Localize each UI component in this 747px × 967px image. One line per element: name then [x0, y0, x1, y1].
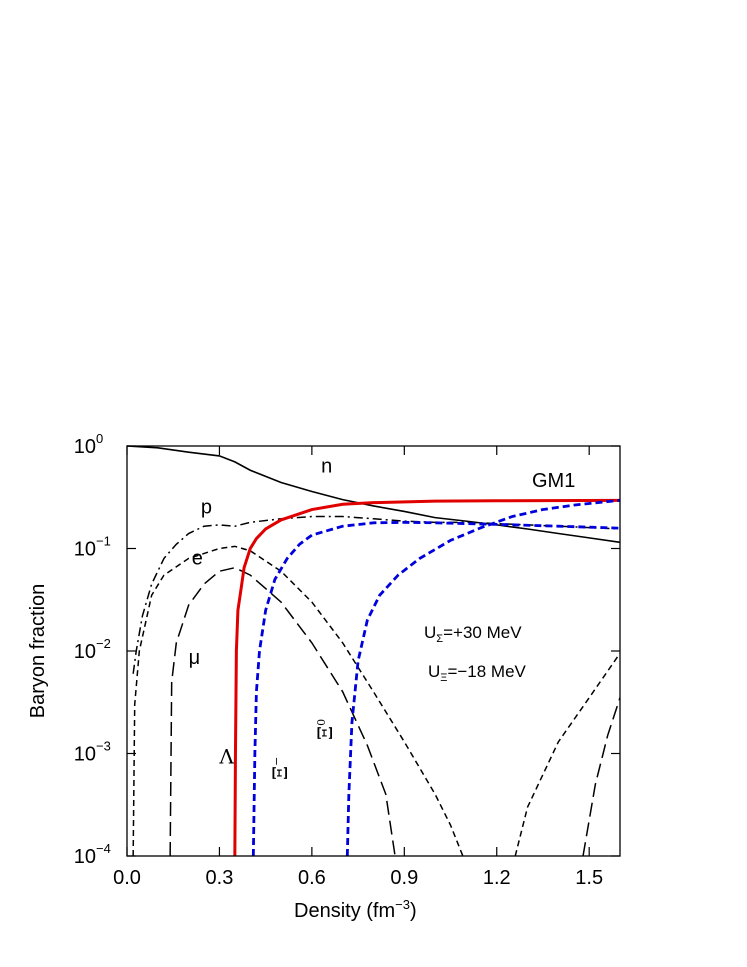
series-label-electron: e [192, 547, 203, 569]
annotation-u-xi-sub: Ξ [440, 672, 447, 684]
xi-minus-label: Ξ− [268, 757, 292, 780]
x-tick-label: 0.9 [390, 867, 418, 889]
y-tick-exponent: −3 [96, 739, 111, 754]
annotation-u-sigma-value: =+30 MeV [443, 623, 522, 642]
series-line-muon [169, 566, 396, 857]
annotation-u-sigma-sub: Σ [436, 633, 443, 645]
curve-layer [126, 445, 621, 857]
series-line-xi-minus [251, 520, 621, 857]
y-tick-label: 10 [74, 436, 96, 458]
annotation-u-sigma: UΣ=+30 MeV [424, 623, 522, 645]
svg-text:Ξ−: Ξ− [268, 757, 292, 780]
series-line-xi-zero [345, 498, 621, 857]
svg-text:Ξ0: Ξ0 [313, 719, 337, 740]
series-line-lambda [233, 498, 621, 857]
y-tick-label: 10 [74, 846, 96, 868]
x-axis-title-tail: ) [410, 900, 417, 922]
x-tick-label: 0.0 [113, 867, 141, 889]
y-tick-label: 10 [74, 641, 96, 663]
annotation-u-xi-value: =−18 MeV [447, 662, 526, 681]
series-line-neutron [126, 445, 621, 544]
x-tick-label: 1.5 [575, 867, 603, 889]
y-tick-label: 10 [74, 744, 96, 766]
x-axis-title-exponent: −3 [395, 897, 410, 912]
xi-zero-label: Ξ0 [313, 719, 337, 740]
annotation-u-xi: UΞ=−18 MeV [428, 662, 527, 684]
y-tick-exponent: −1 [96, 534, 111, 549]
x-tick-label: 0.6 [298, 867, 326, 889]
y-tick-exponent: 0 [96, 431, 103, 446]
y-tick-exponent: −2 [96, 636, 111, 651]
series-line-muon-rise [582, 697, 621, 857]
x-axis-title: Density (fm−3) [294, 897, 417, 922]
series-label-neutron: n [321, 456, 332, 478]
series-label-layer: n p e μ Λ [189, 456, 333, 769]
series-line-electron [132, 545, 464, 857]
x-axis-title-text: Density (fm [294, 900, 395, 922]
x-tick-label: 1.2 [483, 867, 511, 889]
annotation-u-xi-base: U [428, 662, 440, 681]
series-line-electron-rise [514, 652, 621, 857]
x-tick-label: 0.3 [206, 867, 234, 889]
series-label-muon: μ [189, 647, 201, 669]
annotation-model: GM1 [532, 470, 575, 492]
series-line-proton [132, 515, 621, 674]
y-axis-title: Baryon fraction [27, 584, 49, 719]
annotation-u-sigma-base: U [424, 623, 436, 642]
series-label-proton: p [201, 496, 212, 518]
y-tick-exponent: −4 [96, 841, 111, 856]
y-tick-label: 10 [74, 539, 96, 561]
series-label-lambda: Λ [218, 744, 234, 768]
